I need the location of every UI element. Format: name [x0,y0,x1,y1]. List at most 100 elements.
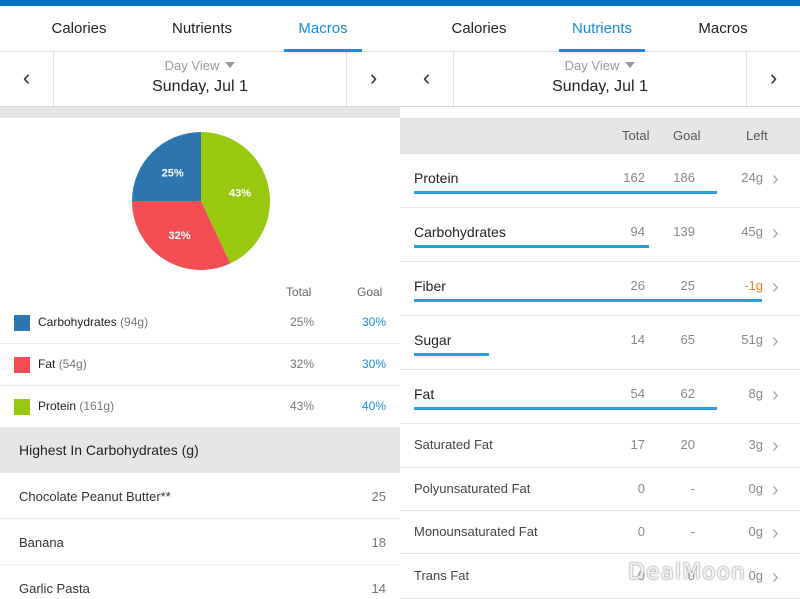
macro-goal[interactable]: 30% [361,357,386,371]
previous-day-button[interactable]: ‹ [400,52,454,106]
food-name: Banana [19,535,64,550]
progress-bar [414,353,762,356]
tab-bar: Calories Nutrients Macros [0,6,400,52]
day-view-dropdown[interactable]: Day View [454,58,746,73]
nutrient-goal: 139 [673,224,695,239]
macro-name: Carbohydrates [38,315,117,329]
nutrient-goal: 20 [680,437,695,452]
pie-slice-protein [201,132,270,264]
day-view-dropdown[interactable]: Day View [54,58,346,73]
macro-total: 25% [289,315,314,329]
tab-bar: Calories Nutrients Macros [400,6,800,52]
progress-bar [414,245,762,248]
carbohydrates-swatch [14,315,30,331]
nutrients-panel: Calories Nutrients Macros ‹ Day View Sun… [400,6,800,599]
nutrient-row-fiber[interactable]: Fiber 26 25 -1g › [400,262,800,316]
nutrient-row-fat[interactable]: Fat 54 62 8g › [400,370,800,424]
current-date: Sunday, Jul 1 [152,78,248,95]
pie-slice-carbohydrates [132,132,201,201]
nutrient-row-carbohydrates[interactable]: Carbohydrates 94 139 45g › [400,208,800,262]
nutrient-total: 0 [637,567,645,583]
active-tab-indicator [284,49,362,52]
nutrient-name: Trans Fat [414,567,470,583]
tab-calories[interactable]: Calories [451,20,507,37]
nutrient-goal: 0 [687,567,695,583]
chevron-right-icon: › [772,330,779,352]
nutrient-row-saturated-fat[interactable]: Saturated Fat 17 20 3g › [400,424,800,468]
nutrient-left: 8g [748,386,763,401]
progress-fill [414,245,649,248]
macro-amount: (161g) [79,399,115,413]
nutrient-total: 26 [630,278,645,293]
nutrient-goal: 62 [680,386,695,401]
macro-row-fat: Fat (54g) 32% 30% [0,344,400,386]
macro-name: Protein [38,399,77,413]
nutrient-name: Fiber [414,278,446,294]
food-name: Chocolate Peanut Butter** [19,489,171,504]
current-date: Sunday, Jul 1 [552,78,648,95]
tab-nutrients[interactable]: Nutrients [171,20,233,37]
nutrient-left: 0g [748,523,763,539]
nutrient-total: 14 [630,332,645,347]
nutrient-left: -1g [744,278,763,293]
chevron-right-icon: › [772,435,779,457]
macro-total: 43% [289,399,314,413]
food-row[interactable]: Chocolate Peanut Butter** 25 [0,473,400,519]
next-day-button[interactable]: › [346,52,400,106]
chevron-right-icon: › [772,222,779,244]
nutrient-name: Polyunsaturated Fat [414,480,531,496]
nutrient-total: 17 [630,437,645,452]
nutrient-name: Fat [414,386,435,402]
tab-calories[interactable]: Calories [51,20,107,37]
nutrient-goal: 65 [680,332,695,347]
caret-down-icon [625,62,636,68]
nutrient-name: Saturated Fat [414,437,493,452]
chevron-right-icon: › [772,168,779,190]
goal-column-header: Goal [357,285,383,299]
tab-macros[interactable]: Macros [698,20,748,37]
fat-swatch [14,357,30,373]
pie-slice-fat [132,201,231,270]
active-tab-indicator [559,49,645,52]
nutrient-left: 0g [748,567,763,583]
left-column-header: Left [746,128,768,143]
progress-fill [414,191,717,194]
nutrient-row-sugar[interactable]: Sugar 14 65 51g › [400,316,800,370]
macro-goal[interactable]: 30% [361,315,386,329]
nutrient-left: 24g [741,170,763,185]
nutrient-total: 162 [623,170,645,185]
previous-day-button[interactable]: ‹ [0,52,54,106]
food-name: Garlic Pasta [19,581,90,596]
nutrient-goal: - [690,480,695,496]
food-row[interactable]: Banana 18 [0,519,400,565]
nutrient-left: 45g [741,224,763,239]
nutrient-total: 54 [630,386,645,401]
date-navigator: ‹ Day View Sunday, Jul 1 › [400,52,800,107]
date-navigator: ‹ Day View Sunday, Jul 1 › [0,52,400,107]
tab-macros[interactable]: Macros [284,6,362,52]
tab-nutrients[interactable]: Nutrients [559,6,645,52]
section-divider [0,107,400,118]
pie-label-fat: 32% [169,230,191,242]
watermark: DealMoon [628,560,746,585]
food-row[interactable]: Garlic Pasta 14 [0,565,400,599]
nutrient-row-polyunsaturated-fat[interactable]: Polyunsaturated Fat 0 - 0g › [400,468,800,511]
nutrient-left: 3g [748,437,763,452]
nutrient-row-protein[interactable]: Protein 162 186 24g › [400,154,800,208]
progress-bar [414,191,762,194]
progress-bar [414,299,762,302]
nutrient-name: Sugar [414,332,452,348]
food-value: 14 [371,581,386,596]
macro-row-carbohydrates: Carbohydrates (94g) 25% 30% [0,302,400,344]
next-day-button[interactable]: › [746,52,800,106]
macro-goal[interactable]: 40% [361,399,386,413]
pie-label-protein: 43% [229,187,251,199]
progress-bar [414,407,762,410]
nutrient-total: 94 [630,224,645,239]
progress-fill [414,299,762,302]
pie-label-carbohydrates: 25% [162,168,184,180]
nutrient-row-monounsaturated-fat[interactable]: Monounsaturated Fat 0 - 0g › [400,511,800,554]
macro-amount: (54g) [58,357,87,371]
nutrient-left: 51g [741,332,763,347]
nutrient-left: 0g [748,480,763,496]
